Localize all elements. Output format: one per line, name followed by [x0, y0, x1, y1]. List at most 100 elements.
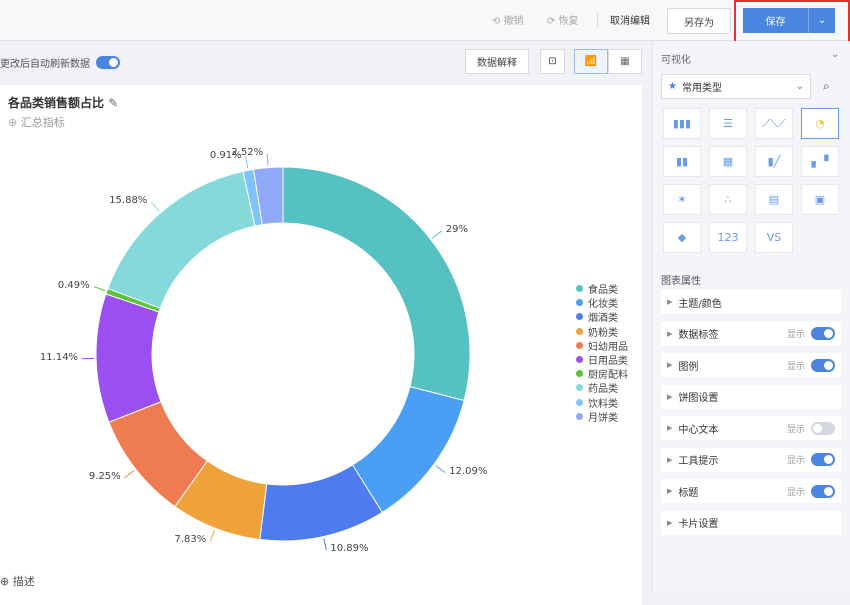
treemap-chart-type-icon[interactable]: ▣: [801, 184, 839, 215]
bar-line-chart-type-icon[interactable]: ▮╱: [755, 146, 793, 177]
radar-chart-type-icon[interactable]: ✶: [663, 184, 701, 215]
label-leader-line: [436, 466, 446, 473]
caret-right-icon: ▶: [667, 456, 672, 464]
legend-label: 厨房配料: [588, 366, 628, 381]
property-3[interactable]: ▶ 饼图设置: [661, 385, 841, 409]
data-label: 15.88%: [109, 195, 147, 206]
undo-button[interactable]: ⟲ 撤销: [492, 12, 524, 27]
legend-label: 烟酒类: [588, 309, 618, 324]
describe-label: 描述: [13, 575, 35, 588]
property-toggle[interactable]: [811, 422, 835, 435]
stacked-bar-chart-type-icon[interactable]: ▦: [709, 146, 747, 177]
property-toggle[interactable]: [811, 453, 835, 466]
highlight-box: [734, 0, 850, 44]
caret-right-icon: ▶: [667, 519, 672, 527]
auto-refresh-toggle[interactable]: [96, 56, 120, 69]
legend-item[interactable]: 日用品类: [576, 352, 628, 367]
legend-item[interactable]: 奶粉类: [576, 324, 618, 339]
property-toggle[interactable]: [811, 327, 835, 340]
property-toggle[interactable]: [811, 485, 835, 498]
data-label: 10.89%: [330, 543, 368, 554]
property-label: 图例: [678, 358, 698, 373]
show-label: 显示: [787, 422, 805, 435]
waterfall-chart-type-icon[interactable]: ▖▝: [801, 146, 839, 177]
chevron-down-icon: ⌄: [796, 81, 804, 92]
caret-right-icon: ▶: [667, 393, 672, 401]
caret-right-icon: ▶: [667, 487, 672, 495]
label-leader-line: [267, 154, 268, 166]
property-label: 工具提示: [678, 452, 718, 467]
legend-swatch: [576, 399, 583, 406]
map-chart-type-icon[interactable]: ◆: [663, 222, 701, 253]
data-explain-button[interactable]: 数据解释: [465, 49, 529, 74]
legend-swatch: [576, 384, 583, 391]
property-label: 饼图设置: [678, 389, 718, 404]
legend-item[interactable]: 食品类: [576, 281, 618, 296]
save-as-button[interactable]: 另存为: [667, 8, 731, 34]
cancel-edit-button[interactable]: 取消编辑: [610, 12, 650, 27]
table-view-icon[interactable]: ▦: [608, 49, 642, 74]
visual-section-title: 可视化: [661, 51, 691, 66]
star-icon: ★: [668, 81, 677, 92]
legend-swatch: [576, 356, 583, 363]
property-6[interactable]: ▶ 标题 显示: [661, 479, 841, 503]
legend-item[interactable]: 妇幼用品: [576, 338, 628, 353]
caret-right-icon: ▶: [667, 298, 672, 306]
property-4[interactable]: ▶中心文本显示: [661, 416, 841, 440]
legend-item[interactable]: 烟酒类: [576, 309, 618, 324]
console-icon[interactable]: ⊡: [540, 49, 565, 74]
collapse-chevron-icon[interactable]: ⌄: [831, 49, 839, 60]
line-chart-type-icon[interactable]: ⟋⟍⟋: [755, 108, 793, 139]
label-leader-line: [432, 231, 441, 238]
slice-日用品类[interactable]: [96, 294, 161, 422]
property-label: 数据标签: [678, 326, 718, 341]
legend-item[interactable]: 月饼类: [576, 409, 618, 424]
table-chart-type-icon[interactable]: ▤: [755, 184, 793, 215]
property-0[interactable]: ▶主题/颜色: [661, 290, 841, 314]
slice-药品类[interactable]: [108, 171, 255, 308]
data-label: 2.52%: [231, 147, 263, 158]
horizontal-bar-chart-type-icon[interactable]: ☰: [709, 108, 747, 139]
chart-type-select[interactable]: ★ 常用类型 ⌄: [661, 74, 811, 99]
legend-label: 化妆类: [588, 295, 618, 310]
legend-item[interactable]: 饮料类: [576, 395, 618, 410]
slice-食品类[interactable]: [283, 167, 470, 401]
legend-swatch: [576, 413, 583, 420]
show-label: 显示: [787, 485, 805, 498]
legend-item[interactable]: 厨房配料: [576, 366, 628, 381]
property-7[interactable]: ▶ 卡片设置: [661, 511, 841, 535]
legend-item[interactable]: 药品类: [576, 380, 618, 395]
right-panel: 可视化 ⌄ ★ 常用类型 ⌄ ⌕ ▮▮▮ ☰ ⟋⟍⟋ ◔ ▮▮ ▦ ▮╱ ▖▝ ✶ ∴ ▤ ▣ ◆ 123 VS…: [652, 41, 850, 592]
caret-right-icon: ▶: [667, 424, 672, 432]
undo-label: 撤销: [504, 16, 524, 27]
caret-right-icon: ▶: [667, 361, 672, 369]
chart-card: 各品类销售额占比 ✎ ⊕ 汇总指标 食品类化妆类烟酒类奶粉类妇幼用品日用品类厨房…: [0, 85, 642, 605]
property-5[interactable]: ▶工具提示显示: [661, 448, 841, 472]
chart-view-icon[interactable]: 📶: [574, 49, 608, 74]
auto-refresh-label: 更改后自动刷新数据: [0, 55, 90, 70]
legend-label: 月饼类: [588, 409, 618, 424]
legend-label: 饮料类: [588, 395, 618, 410]
chart-type-select-value: 常用类型: [682, 79, 722, 94]
legend-item[interactable]: 化妆类: [576, 295, 618, 310]
grouped-bar-chart-type-icon[interactable]: ▮▮: [663, 146, 701, 177]
auto-refresh: 更改后自动刷新数据: [0, 55, 120, 70]
legend-swatch: [576, 342, 583, 349]
comparison-kpi-chart-type-icon[interactable]: VS: [755, 222, 793, 253]
scatter-chart-type-icon[interactable]: ∴: [709, 184, 747, 215]
data-label: 29%: [446, 224, 468, 235]
search-icon[interactable]: ⌕: [823, 79, 830, 94]
redo-label: 恢复: [559, 16, 579, 27]
pie-chart-type-icon[interactable]: ◔: [801, 108, 839, 139]
data-label: 0.49%: [58, 280, 90, 291]
property-label: 卡片设置: [678, 515, 718, 530]
redo-button[interactable]: ⟳ 恢复: [547, 12, 579, 27]
property-1[interactable]: ▶数据标签显示: [661, 322, 841, 346]
property-2[interactable]: ▶图例显示: [661, 353, 841, 377]
bar-chart-type-icon[interactable]: ▮▮▮: [663, 108, 701, 139]
property-toggle[interactable]: [811, 359, 835, 372]
kpi-number-chart-type-icon[interactable]: 123: [709, 222, 747, 253]
property-label: 标题: [678, 484, 698, 499]
data-label: 9.25%: [89, 471, 121, 482]
describe-section[interactable]: ⊕ 描述: [0, 573, 35, 589]
